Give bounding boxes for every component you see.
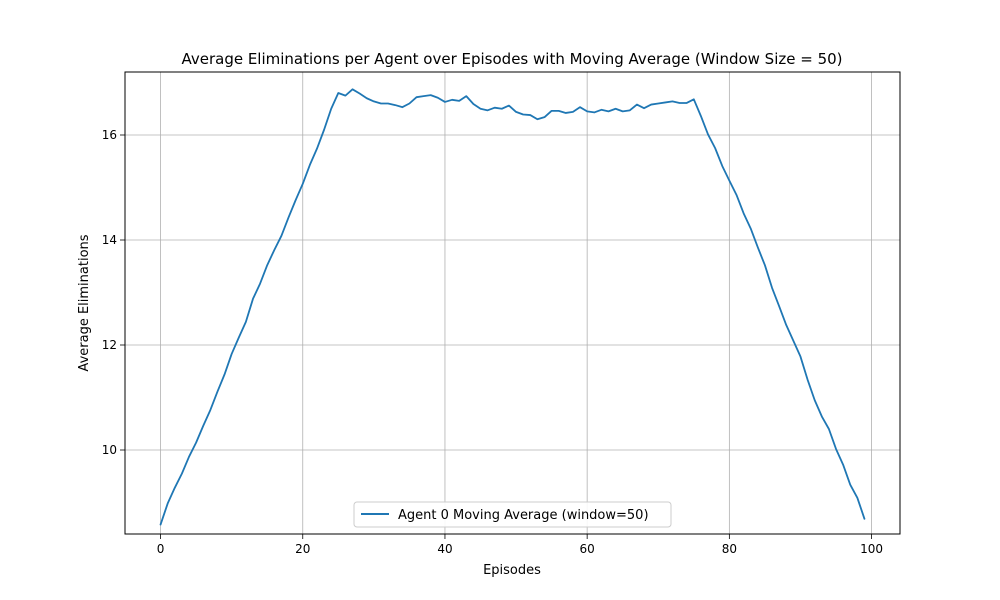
chart-title: Average Eliminations per Agent over Epis… — [181, 50, 842, 68]
legend: Agent 0 Moving Average (window=50) — [353, 501, 672, 528]
y-tick-label: 10 — [102, 443, 117, 457]
x-axis-ticks: 0 20 40 60 80 100 — [157, 534, 883, 556]
x-tick-label: 40 — [437, 542, 452, 556]
x-tick-label: 0 — [157, 542, 165, 556]
y-axis-ticks: 10 12 14 16 — [102, 128, 125, 457]
y-tick-label: 14 — [102, 233, 117, 247]
y-tick-label: 12 — [102, 338, 117, 352]
x-tick-label: 20 — [295, 542, 310, 556]
y-tick-label: 16 — [102, 128, 117, 142]
plot-frame — [124, 71, 901, 535]
y-axis-label: Average Eliminations — [77, 234, 92, 371]
x-tick-label: 100 — [860, 542, 883, 556]
legend-box — [353, 501, 672, 528]
x-tick-label: 80 — [722, 542, 737, 556]
grid-lines — [125, 72, 900, 534]
x-axis-label: Episodes — [483, 563, 541, 578]
series-line — [159, 88, 866, 526]
series-layer — [159, 88, 866, 526]
legend-entry-label: Agent 0 Moving Average (window=50) — [398, 508, 649, 523]
x-tick-label: 60 — [580, 542, 595, 556]
